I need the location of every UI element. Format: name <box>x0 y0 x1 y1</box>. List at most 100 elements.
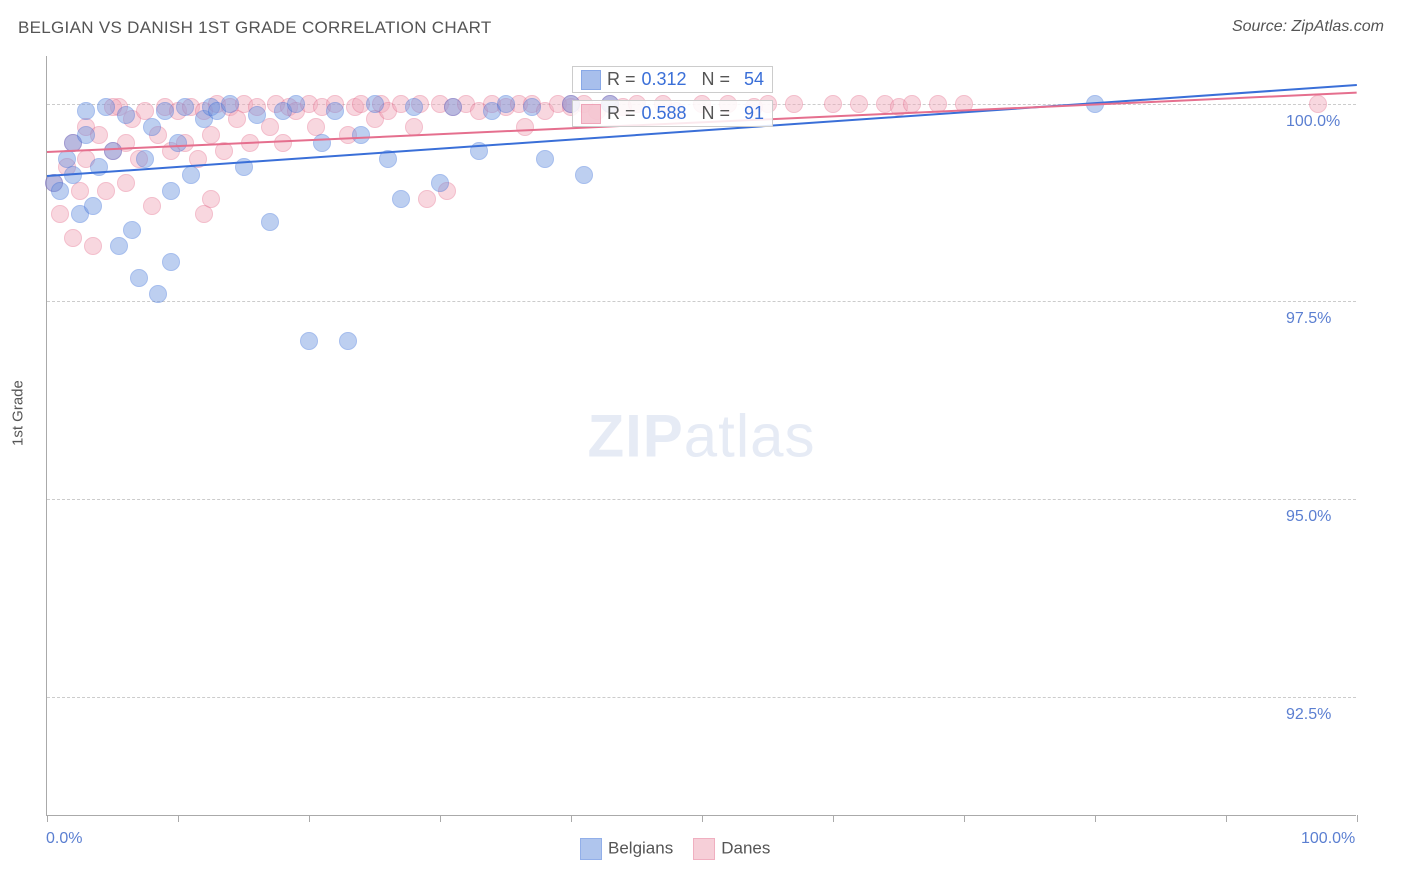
stats-box-danes: R = 0.588 N =91 <box>572 100 773 127</box>
x-tick <box>1226 815 1227 822</box>
scatter-point-belgians <box>136 150 154 168</box>
scatter-point-belgians <box>287 95 305 113</box>
scatter-point-danes <box>903 95 921 113</box>
stats-box-belgians: R =0.312N =54 <box>572 66 773 93</box>
x-tick-label: 100.0% <box>1301 830 1355 848</box>
legend: Belgians Danes <box>580 838 770 860</box>
scatter-point-belgians <box>313 134 331 152</box>
r-label: R = <box>607 69 636 90</box>
scatter-point-belgians <box>162 182 180 200</box>
x-tick <box>1095 815 1096 822</box>
x-tick <box>47 815 48 822</box>
scatter-point-belgians <box>97 98 115 116</box>
r-value: 0.588 <box>642 103 696 124</box>
scatter-point-belgians <box>221 95 239 113</box>
scatter-point-danes <box>785 95 803 113</box>
scatter-point-danes <box>202 126 220 144</box>
scatter-point-danes <box>64 229 82 247</box>
n-value: 91 <box>736 103 764 124</box>
x-tick <box>964 815 965 822</box>
scatter-point-belgians <box>431 174 449 192</box>
watermark-light: atlas <box>684 402 816 469</box>
scatter-point-belgians <box>110 237 128 255</box>
y-tick-label: 95.0% <box>1286 508 1331 526</box>
scatter-point-belgians <box>143 118 161 136</box>
legend-swatch-icon <box>693 838 715 860</box>
y-tick-label: 97.5% <box>1286 310 1331 328</box>
scatter-point-danes <box>71 182 89 200</box>
legend-swatch-icon <box>580 838 602 860</box>
legend-item-danes: Danes <box>693 838 770 860</box>
scatter-point-danes <box>84 237 102 255</box>
y-axis-label: 1st Grade <box>10 380 27 446</box>
y-tick-label: 92.5% <box>1286 706 1331 724</box>
x-tick-label: 0.0% <box>46 830 82 848</box>
scatter-point-danes <box>202 190 220 208</box>
scatter-plot-area: ZIPatlas R =0.312N =54R =0.588N =91 <box>46 56 1356 816</box>
scatter-point-belgians <box>392 190 410 208</box>
watermark: ZIPatlas <box>587 401 815 470</box>
scatter-point-danes <box>274 134 292 152</box>
scatter-point-danes <box>51 205 69 223</box>
x-tick <box>440 815 441 822</box>
scatter-point-belgians <box>162 253 180 271</box>
scatter-point-belgians <box>444 98 462 116</box>
watermark-bold: ZIP <box>587 402 683 469</box>
scatter-point-danes <box>418 190 436 208</box>
n-label: N = <box>702 103 731 124</box>
n-label: N = <box>702 69 731 90</box>
legend-item-belgians: Belgians <box>580 838 673 860</box>
scatter-point-danes <box>143 197 161 215</box>
scatter-point-belgians <box>339 332 357 350</box>
scatter-point-belgians <box>182 166 200 184</box>
scatter-point-belgians <box>261 213 279 231</box>
gridline-horizontal <box>47 499 1356 500</box>
scatter-point-belgians <box>300 332 318 350</box>
source-attribution: Source: ZipAtlas.com <box>1232 18 1384 36</box>
scatter-point-belgians <box>104 142 122 160</box>
y-tick-label: 100.0% <box>1286 113 1340 131</box>
scatter-point-belgians <box>176 98 194 116</box>
x-tick <box>1357 815 1358 822</box>
x-tick <box>702 815 703 822</box>
scatter-point-belgians <box>77 102 95 120</box>
scatter-point-belgians <box>169 134 187 152</box>
scatter-point-danes <box>228 110 246 128</box>
r-label: R = <box>607 103 636 124</box>
x-tick <box>178 815 179 822</box>
legend-label: Danes <box>721 838 770 857</box>
scatter-point-danes <box>195 205 213 223</box>
scatter-point-danes <box>850 95 868 113</box>
legend-swatch-icon <box>581 70 601 90</box>
gridline-horizontal <box>47 697 1356 698</box>
scatter-point-belgians <box>123 221 141 239</box>
scatter-point-danes <box>117 174 135 192</box>
scatter-point-danes <box>97 182 115 200</box>
x-tick <box>571 815 572 822</box>
scatter-point-danes <box>1309 95 1327 113</box>
chart-title: BELGIAN VS DANISH 1ST GRADE CORRELATION … <box>18 18 492 38</box>
scatter-point-belgians <box>51 182 69 200</box>
gridline-horizontal <box>47 301 1356 302</box>
scatter-point-belgians <box>536 150 554 168</box>
scatter-point-danes <box>824 95 842 113</box>
scatter-point-belgians <box>130 269 148 287</box>
scatter-point-belgians <box>248 106 266 124</box>
scatter-point-belgians <box>575 166 593 184</box>
legend-label: Belgians <box>608 838 673 857</box>
scatter-point-belgians <box>326 102 344 120</box>
r-value: 0.312 <box>642 69 696 90</box>
scatter-point-belgians <box>405 98 423 116</box>
scatter-point-belgians <box>149 285 167 303</box>
scatter-point-belgians <box>117 106 135 124</box>
scatter-point-belgians <box>523 98 541 116</box>
x-tick <box>833 815 834 822</box>
scatter-point-danes <box>516 118 534 136</box>
scatter-point-belgians <box>497 95 515 113</box>
scatter-point-belgians <box>77 126 95 144</box>
x-tick <box>309 815 310 822</box>
scatter-point-belgians <box>156 102 174 120</box>
scatter-point-belgians <box>84 197 102 215</box>
scatter-point-belgians <box>366 95 384 113</box>
scatter-point-belgians <box>352 126 370 144</box>
